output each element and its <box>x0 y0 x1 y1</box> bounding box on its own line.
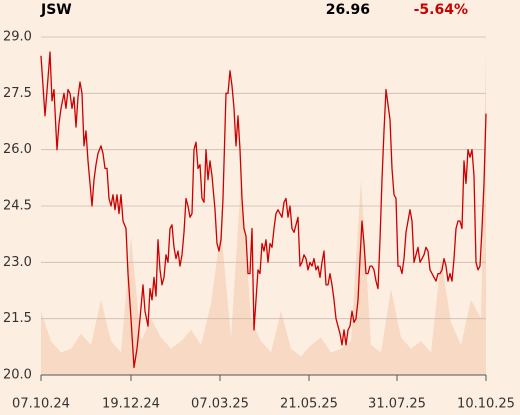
y-tick-label: 20.0 <box>3 368 32 383</box>
y-tick-label: 24.5 <box>3 199 32 214</box>
y-tick-label: 21.5 <box>3 311 32 326</box>
x-tick-label: 19.12.24 <box>102 397 160 412</box>
y-tick-label: 29.0 <box>3 30 32 45</box>
ticker: JSW <box>40 2 72 18</box>
x-tick-label: 07.10.24 <box>12 397 70 412</box>
x-tick-label: 07.03.25 <box>191 397 249 412</box>
change: -5.64% <box>414 2 468 18</box>
x-tick-label: 10.10.25 <box>457 397 515 412</box>
x-tick-label: 31.07.25 <box>368 397 426 412</box>
price-line <box>40 51 487 369</box>
y-tick-label: 27.5 <box>3 86 32 101</box>
x-tick-label: 21.05.25 <box>280 397 338 412</box>
y-tick-label: 23.0 <box>3 255 32 270</box>
price: 26.96 <box>326 2 370 18</box>
volume-area <box>41 48 486 376</box>
y-tick-label: 26.0 <box>3 142 32 157</box>
